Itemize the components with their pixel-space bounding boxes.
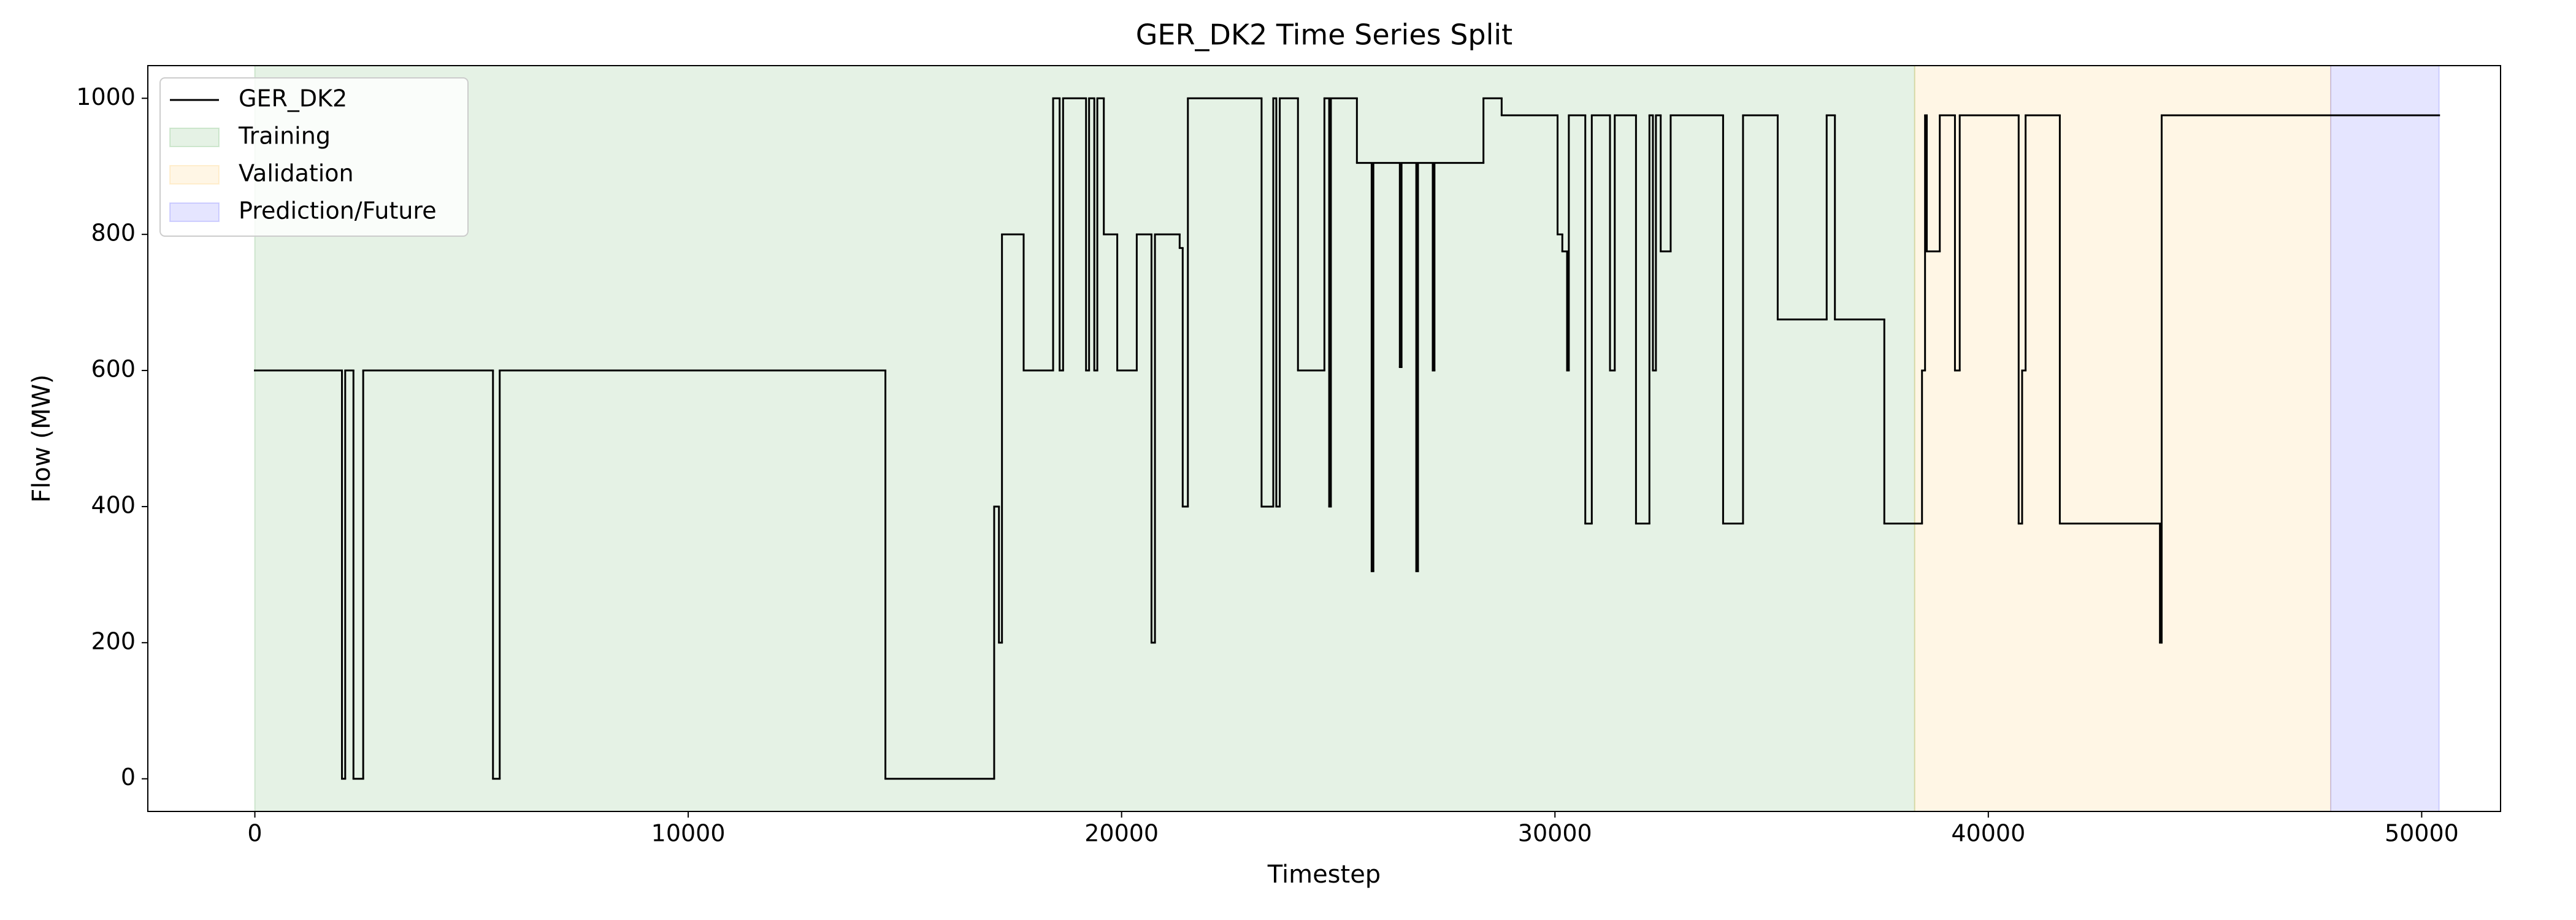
y-axis-label: Flow (MW) [28,374,56,502]
x-tick-label: 20000 [1084,820,1159,847]
legend-swatch [169,165,220,185]
y-tick-label: 400 [91,491,136,518]
plot-frame [147,65,2501,812]
x-tick-label: 50000 [2385,820,2459,847]
y-tick-label: 800 [91,220,136,247]
legend-swatch [169,202,220,222]
span [254,65,1915,812]
x-tick-label: 30000 [1518,820,1592,847]
y-tick-label: 0 [121,764,136,791]
legend-label: GER_DK2 [239,85,347,112]
x-axis-label: Timestep [1267,861,1381,889]
span [2330,65,2440,812]
legend-swatch [169,128,220,147]
x-tick-label: 40000 [1951,820,2025,847]
span [1914,65,2332,812]
y-tick-label: 600 [91,356,136,383]
chart-title: GER_DK2 Time Series Split [1136,18,1512,52]
legend-label: Validation [239,160,354,187]
y-tick-label: 1000 [76,83,136,110]
x-tick-label: 10000 [651,820,726,847]
legend-box [159,77,469,237]
y-tick-label: 200 [91,627,136,654]
legend-label: Prediction/Future [239,197,437,224]
legend-label: Training [238,123,331,150]
x-tick-label: 0 [247,820,262,847]
